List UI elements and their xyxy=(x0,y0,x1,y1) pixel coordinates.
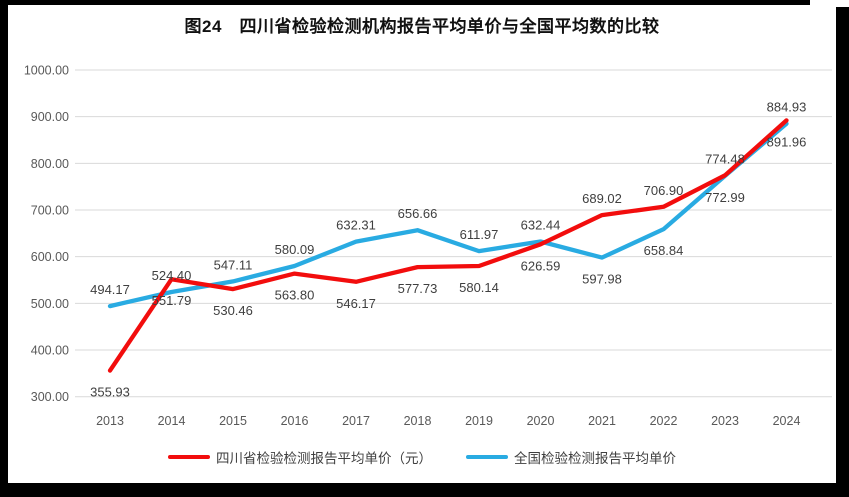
sichuan-average-price-data-label: 626.59 xyxy=(521,258,561,273)
national-average-price-data-label: 611.97 xyxy=(460,227,499,242)
national-average-price-line xyxy=(107,121,789,309)
line-chart: 300.00 400.00 500.00 600.00 700.00 800.00 900.… xyxy=(24,64,832,428)
x-axis-tick-label: 2018 xyxy=(404,414,432,428)
national-line-swatch xyxy=(466,454,508,460)
sichuan-average-price-data-label: 689.02 xyxy=(582,191,622,206)
sichuan-average-price-data-label: 577.73 xyxy=(398,281,438,296)
legend-item-national: 全国检验检测报告平均单价 xyxy=(466,447,676,467)
y-axis-tick-label: 400.00 xyxy=(31,344,69,358)
legend-item-sichuan: 四川省检验检测报告平均单价（元） xyxy=(168,447,432,467)
national-average-price-data-label: 632.44 xyxy=(521,218,561,233)
x-axis-tick-label: 2014 xyxy=(158,414,186,428)
chart-title: 图24 四川省检验检测机构报告平均单价与全国平均数的比较 xyxy=(184,17,660,36)
national-average-price-data-label: 884.93 xyxy=(767,100,807,115)
sichuan-average-price-data-label: 706.90 xyxy=(644,183,684,198)
x-axis-tick-label: 2016 xyxy=(281,414,309,428)
national-average-price-data-label: 656.66 xyxy=(398,206,438,221)
sichuan-average-price-line xyxy=(107,118,789,373)
x-axis-tick-label: 2024 xyxy=(773,414,801,428)
y-axis-tick-label: 1000.00 xyxy=(24,64,69,78)
national-average-price-data-label: 632.31 xyxy=(336,218,376,233)
national-average-price-data-label: 597.98 xyxy=(582,272,622,287)
y-axis-tick-label: 600.00 xyxy=(31,250,69,264)
sichuan-line-swatch xyxy=(168,454,210,460)
chart-legend: 四川省检验检测报告平均单价（元） 全国检验检测报告平均单价 xyxy=(8,447,836,467)
x-axis-tick-label: 2023 xyxy=(711,414,739,428)
x-axis-tick-label: 2019 xyxy=(465,414,493,428)
y-axis-tick-label: 500.00 xyxy=(31,297,69,311)
sichuan-average-price-data-label: 546.17 xyxy=(336,296,376,311)
legend-label-sichuan: 四川省检验检测报告平均单价（元） xyxy=(216,451,432,466)
sichuan-average-price-data-label: 355.93 xyxy=(90,385,130,400)
y-axis-tick-label: 900.00 xyxy=(31,110,69,124)
national-average-price-data-label: 580.09 xyxy=(275,242,315,257)
y-axis-tick-label: 800.00 xyxy=(31,157,69,171)
national-average-price-data-label: 772.99 xyxy=(705,190,745,205)
x-axis-tick-label: 2022 xyxy=(650,414,678,428)
sichuan-average-price-data-label: 530.46 xyxy=(213,303,253,318)
x-axis-tick-label: 2017 xyxy=(342,414,370,428)
sichuan-average-price-data-label: 774.48 xyxy=(705,151,745,166)
sichuan-average-price-data-label: 891.96 xyxy=(767,134,807,149)
sichuan-average-price-data-label: 563.80 xyxy=(275,288,315,303)
national-average-price-data-label: 524.40 xyxy=(152,268,192,283)
national-average-price-data-label: 658.84 xyxy=(644,243,684,258)
national-average-price-data-label: 547.11 xyxy=(214,257,253,272)
chart-canvas: 图24 四川省检验检测机构报告平均单价与全国平均数的比较 300.00 400.0… xyxy=(8,5,836,483)
national-average-price-data-label: 494.17 xyxy=(90,282,130,297)
x-axis-tick-label: 2015 xyxy=(219,414,247,428)
legend-label-national: 全国检验检测报告平均单价 xyxy=(514,451,676,466)
x-axis-tick-label: 2020 xyxy=(527,414,555,428)
y-axis-tick-label: 700.00 xyxy=(31,204,69,218)
frame-corner-notch xyxy=(810,0,849,7)
y-axis-tick-label: 300.00 xyxy=(31,390,69,404)
sichuan-average-price-data-label: 580.14 xyxy=(459,280,499,295)
x-axis-tick-label: 2013 xyxy=(96,414,124,428)
x-axis-tick-label: 2021 xyxy=(588,414,616,428)
sichuan-average-price-data-label: 551.79 xyxy=(152,293,192,308)
